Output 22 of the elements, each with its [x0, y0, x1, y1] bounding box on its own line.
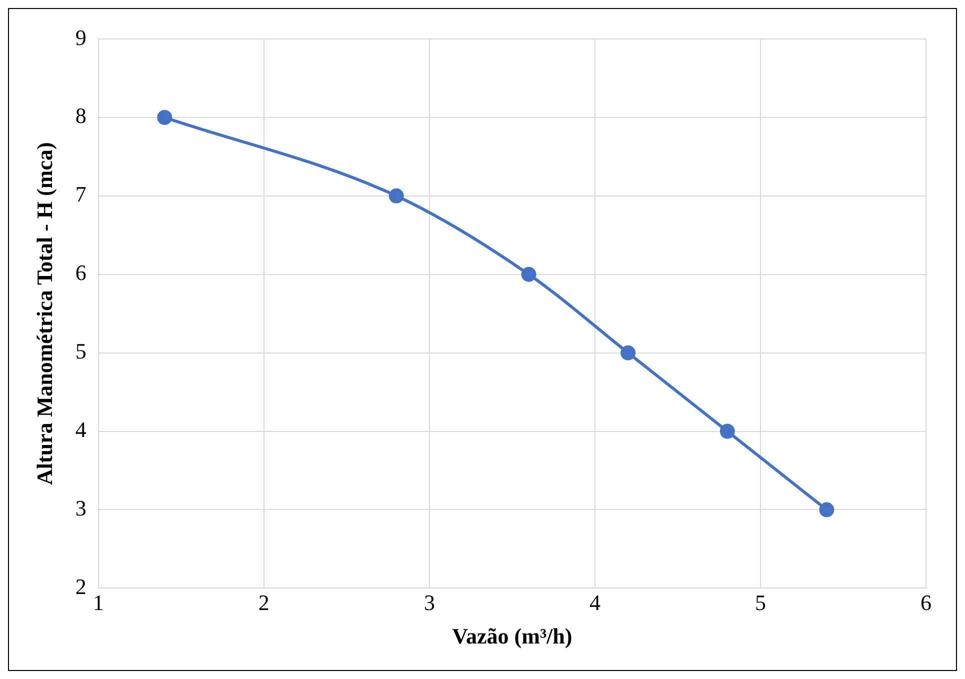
point — [521, 266, 536, 282]
point — [157, 110, 172, 125]
point — [819, 502, 834, 518]
y-tick-label: 7 — [75, 182, 86, 207]
y-tick-label: 5 — [75, 338, 86, 364]
y-tick-label: 9 — [75, 24, 86, 50]
y-tick-label: 4 — [75, 417, 86, 442]
y-tick-label: 2 — [75, 574, 86, 599]
y-tick-label: 3 — [75, 496, 86, 521]
x-tick-label: 4 — [589, 590, 600, 616]
point — [720, 424, 735, 439]
point — [388, 188, 404, 204]
x-tick-label: 3 — [424, 590, 435, 616]
y-axis-title: Altura Manométrica Total - H (mca) — [32, 142, 57, 485]
x-tick-label: 5 — [754, 590, 766, 616]
x-axis-title: Vazão (m³/h) — [452, 623, 572, 648]
point — [620, 345, 636, 360]
x-tick-label: 2 — [258, 590, 270, 616]
x-tick-label: 1 — [92, 590, 104, 616]
y-tick-label: 6 — [75, 260, 86, 286]
x-tick-label: 6 — [920, 590, 932, 616]
y-tick-label: 8 — [75, 103, 86, 128]
